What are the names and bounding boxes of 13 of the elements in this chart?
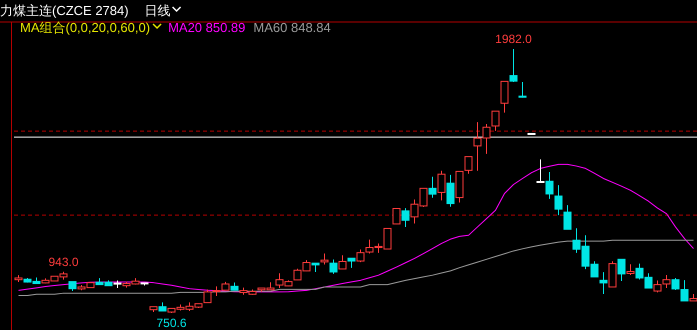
annotation: 750.6 xyxy=(156,316,187,330)
text: MA20 850.89 xyxy=(168,20,246,35)
candlestick xyxy=(546,172,554,200)
annotation: 943.0 xyxy=(48,254,79,269)
legend-title: MA组合(0,0,20,0,60,0) xyxy=(20,20,150,35)
candlestick xyxy=(554,184,562,216)
candlestick xyxy=(428,176,436,198)
annotation: 1982.0 xyxy=(495,32,532,46)
candlestick xyxy=(600,272,608,295)
text: MA60 848.84 xyxy=(253,20,331,35)
chart-subtitle: 日线 xyxy=(144,3,171,18)
chart-title: 力煤主连(CZCE 2784) xyxy=(0,3,129,18)
candlestick xyxy=(446,174,454,208)
